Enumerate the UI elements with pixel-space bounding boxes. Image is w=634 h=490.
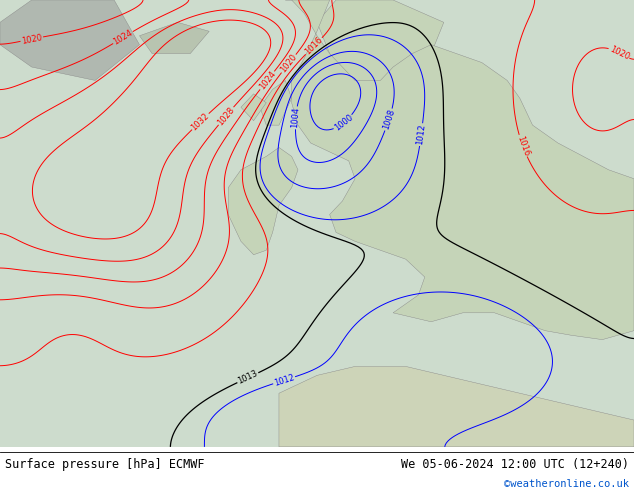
Text: 1013: 1013 (236, 369, 259, 386)
Text: Surface pressure [hPa] ECMWF: Surface pressure [hPa] ECMWF (5, 458, 205, 470)
Text: 1016: 1016 (515, 134, 531, 157)
Polygon shape (139, 23, 209, 53)
Text: 1016: 1016 (303, 35, 325, 57)
Text: 1020: 1020 (608, 45, 631, 62)
Text: 1024: 1024 (112, 28, 134, 47)
Polygon shape (317, 0, 444, 98)
Text: 1012: 1012 (415, 123, 427, 146)
Text: 1020: 1020 (278, 52, 299, 74)
Polygon shape (228, 147, 298, 255)
Text: 1032: 1032 (190, 111, 211, 132)
Polygon shape (279, 367, 634, 447)
Text: ©weatheronline.co.uk: ©weatheronline.co.uk (504, 479, 629, 489)
Text: 1028: 1028 (216, 105, 236, 127)
Polygon shape (241, 94, 266, 121)
Text: We 05-06-2024 12:00 UTC (12+240): We 05-06-2024 12:00 UTC (12+240) (401, 458, 629, 470)
Text: 1008: 1008 (381, 108, 396, 131)
Text: 1024: 1024 (257, 70, 277, 92)
Text: 1004: 1004 (290, 107, 301, 128)
Text: 1020: 1020 (21, 33, 43, 46)
Polygon shape (0, 0, 139, 80)
Text: 1000: 1000 (332, 113, 354, 133)
Polygon shape (260, 80, 292, 125)
Text: 1012: 1012 (273, 373, 295, 388)
Polygon shape (285, 0, 634, 340)
